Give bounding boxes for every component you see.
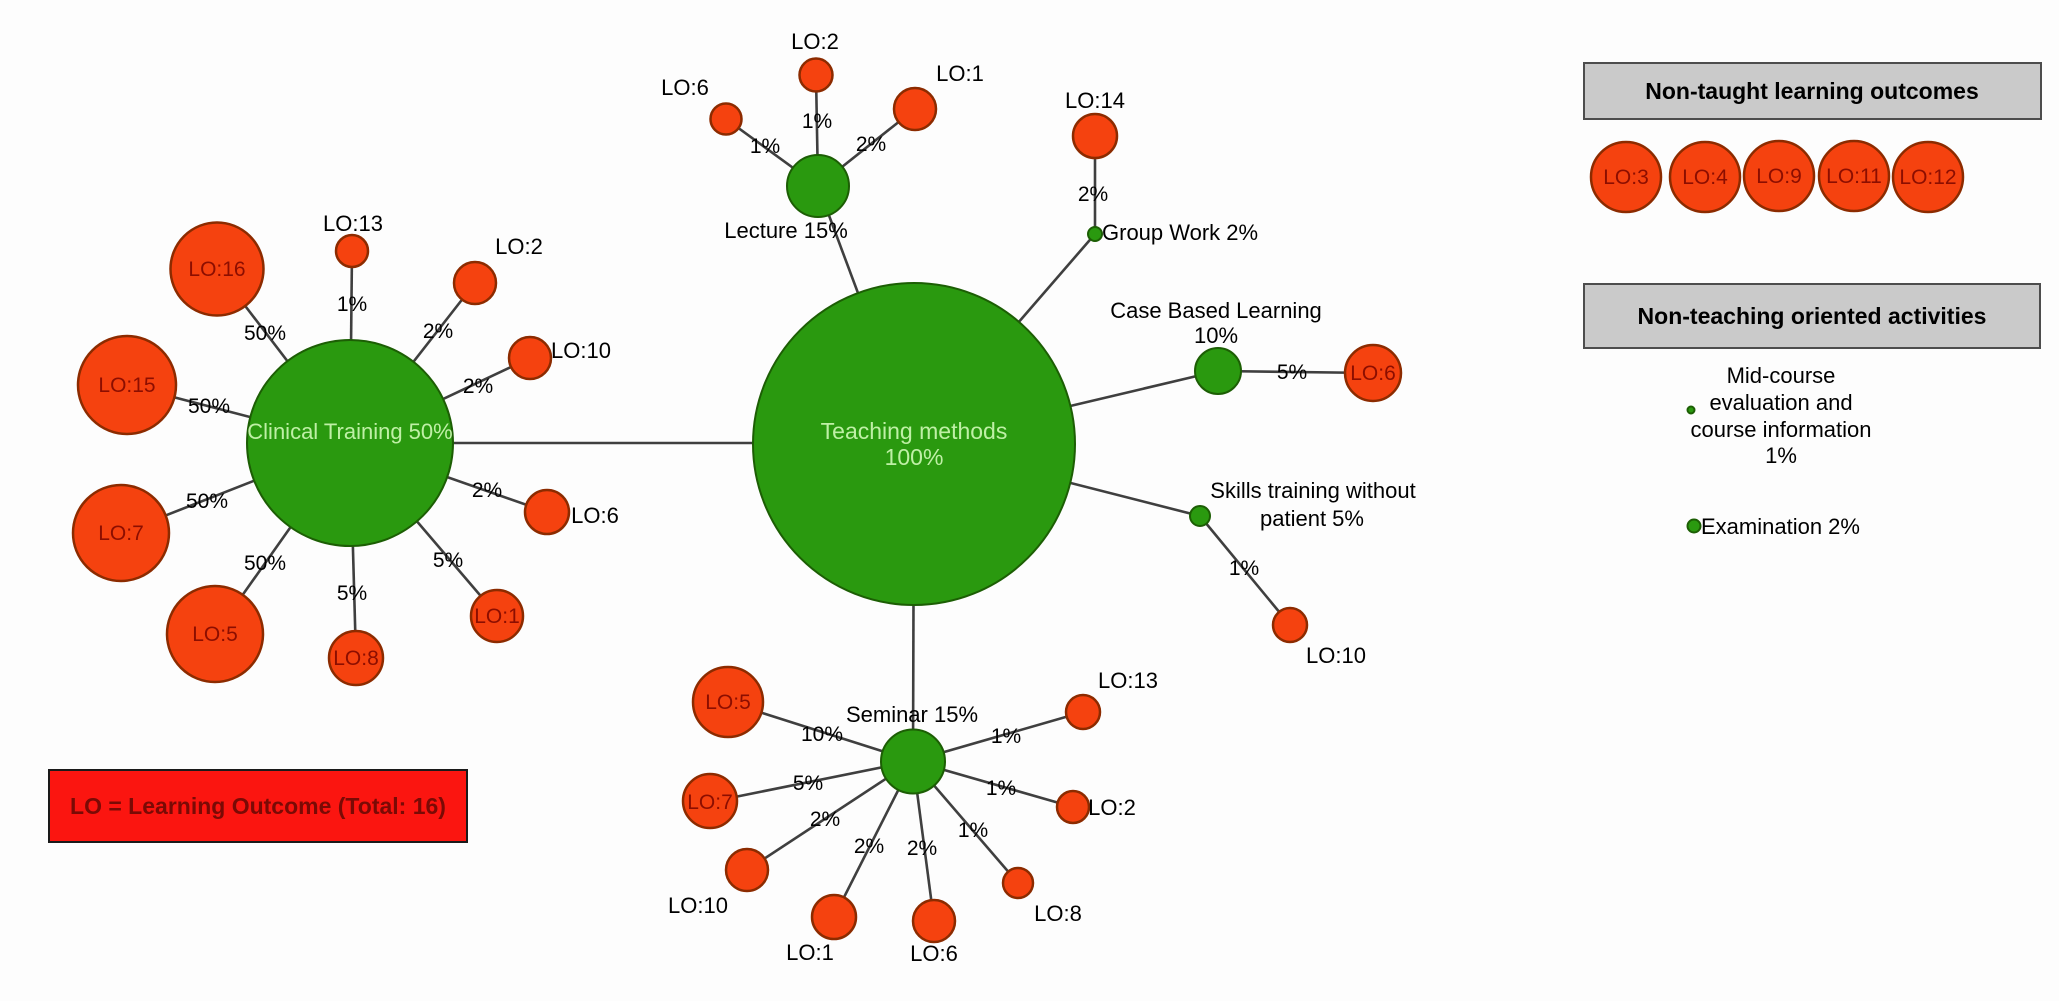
svg-text:Mid-course: Mid-course — [1727, 363, 1836, 388]
svg-text:LO:1: LO:1 — [786, 940, 834, 965]
svg-text:5%: 5% — [337, 582, 367, 605]
svg-text:LO:11: LO:11 — [1826, 165, 1882, 188]
svg-text:2%: 2% — [856, 133, 886, 156]
svg-text:LO:2: LO:2 — [791, 29, 839, 54]
svg-text:5%: 5% — [1277, 361, 1307, 384]
svg-text:LO:7: LO:7 — [687, 791, 733, 814]
svg-text:2%: 2% — [423, 320, 453, 343]
svg-text:50%: 50% — [188, 395, 230, 418]
svg-text:Skills training without: Skills training without — [1210, 478, 1415, 503]
svg-text:1%: 1% — [337, 293, 367, 316]
svg-text:LO:6: LO:6 — [661, 75, 709, 100]
svg-text:patient 5%: patient 5% — [1260, 506, 1364, 531]
svg-text:2%: 2% — [472, 479, 502, 502]
svg-text:LO:1: LO:1 — [474, 605, 520, 628]
svg-text:Non-taught learning outcomes: Non-taught learning outcomes — [1645, 78, 1979, 104]
svg-text:LO:10: LO:10 — [551, 338, 611, 363]
svg-text:LO = Learning Outcome (Total:: LO = Learning Outcome (Total: 16) — [70, 793, 446, 819]
svg-text:Examination 2%: Examination 2% — [1701, 514, 1860, 539]
svg-text:LO:6: LO:6 — [1350, 362, 1396, 385]
svg-text:Lecture 15%: Lecture 15% — [724, 218, 848, 243]
svg-text:LO:3: LO:3 — [1603, 166, 1649, 189]
svg-text:2%: 2% — [810, 808, 840, 831]
svg-text:LO:14: LO:14 — [1065, 88, 1125, 113]
svg-text:10%: 10% — [1194, 323, 1238, 348]
svg-text:LO:16: LO:16 — [188, 258, 245, 281]
svg-text:2%: 2% — [854, 835, 884, 858]
svg-text:Group Work 2%: Group Work 2% — [1102, 220, 1258, 245]
svg-text:2%: 2% — [907, 837, 937, 860]
svg-text:LO:13: LO:13 — [1098, 668, 1158, 693]
svg-text:LO:6: LO:6 — [910, 941, 958, 966]
svg-text:Seminar 15%: Seminar 15% — [846, 702, 978, 727]
svg-text:Clinical Training 50%: Clinical Training 50% — [247, 419, 452, 444]
svg-text:LO:15: LO:15 — [98, 374, 155, 397]
svg-text:LO:2: LO:2 — [495, 234, 543, 259]
svg-text:Teaching methods: Teaching methods — [821, 418, 1008, 444]
svg-text:LO:5: LO:5 — [192, 623, 238, 646]
svg-text:Non-teaching oriented activiti: Non-teaching oriented activities — [1638, 303, 1987, 329]
svg-text:LO:12: LO:12 — [1899, 166, 1956, 189]
svg-text:LO:8: LO:8 — [1034, 901, 1082, 926]
svg-text:5%: 5% — [433, 549, 463, 572]
svg-text:Case Based Learning: Case Based Learning — [1110, 298, 1322, 323]
svg-text:1%: 1% — [986, 777, 1016, 800]
svg-text:LO:13: LO:13 — [323, 211, 383, 236]
svg-text:LO:5: LO:5 — [705, 691, 751, 714]
svg-text:1%: 1% — [1229, 557, 1259, 580]
svg-text:LO:4: LO:4 — [1682, 166, 1728, 189]
svg-text:evaluation and: evaluation and — [1709, 390, 1852, 415]
svg-text:50%: 50% — [244, 322, 286, 345]
svg-text:LO:8: LO:8 — [333, 647, 379, 670]
svg-text:LO:6: LO:6 — [571, 503, 619, 528]
svg-text:100%: 100% — [885, 444, 944, 470]
svg-text:1%: 1% — [991, 725, 1021, 748]
svg-text:course information: course information — [1691, 417, 1872, 442]
svg-text:5%: 5% — [793, 772, 823, 795]
svg-text:LO:7: LO:7 — [98, 522, 144, 545]
svg-text:1%: 1% — [958, 819, 988, 842]
svg-text:50%: 50% — [186, 490, 228, 513]
svg-text:LO:9: LO:9 — [1756, 165, 1802, 188]
svg-text:LO:10: LO:10 — [1306, 643, 1366, 668]
svg-text:LO:2: LO:2 — [1088, 795, 1136, 820]
svg-text:2%: 2% — [463, 375, 493, 398]
svg-text:10%: 10% — [801, 723, 843, 746]
svg-text:LO:10: LO:10 — [668, 893, 728, 918]
svg-text:1%: 1% — [802, 110, 832, 133]
svg-text:2%: 2% — [1078, 183, 1108, 206]
svg-text:50%: 50% — [244, 552, 286, 575]
svg-text:1%: 1% — [750, 135, 780, 158]
svg-text:LO:1: LO:1 — [936, 61, 984, 86]
svg-text:1%: 1% — [1765, 443, 1797, 468]
